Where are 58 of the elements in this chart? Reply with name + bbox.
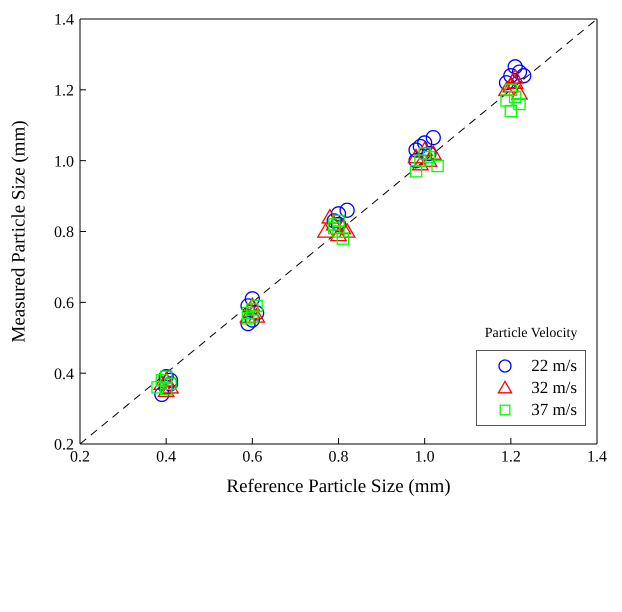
legend-label: 32 m/s	[531, 377, 577, 399]
point	[431, 160, 444, 172]
x-tick-label: 1.0	[414, 448, 435, 466]
point	[424, 145, 442, 160]
y-tick-label: 0.6	[54, 295, 74, 312]
point	[410, 165, 422, 178]
point	[338, 223, 356, 238]
y-tick-label: 0.8	[54, 224, 74, 242]
point	[248, 305, 264, 321]
x-tick-label: 0.2	[70, 448, 90, 466]
point	[240, 316, 256, 332]
point	[154, 375, 170, 390]
x-tick-label: 0.4	[156, 448, 176, 466]
point	[513, 98, 526, 110]
point	[506, 74, 524, 89]
point	[330, 206, 346, 222]
point	[244, 291, 260, 306]
legend-label: 37 m/s	[531, 399, 577, 421]
point	[512, 64, 528, 80]
point	[334, 220, 352, 234]
point	[408, 153, 424, 168]
point	[503, 68, 518, 84]
x-tick-label: 0.8	[328, 448, 348, 466]
point	[502, 78, 520, 93]
y-tick-label: 1.0	[54, 153, 74, 170]
x-tick-label: 1.2	[500, 448, 521, 466]
point	[500, 94, 513, 107]
x-tick-label: 1.4	[587, 448, 607, 466]
point	[506, 69, 524, 84]
point	[420, 152, 438, 167]
point	[412, 156, 429, 170]
x-tick-label: 0.6	[242, 448, 262, 466]
point	[507, 59, 523, 74]
y-tick-label: 1.2	[54, 82, 74, 100]
point	[408, 142, 424, 158]
point	[416, 142, 434, 156]
point	[516, 68, 532, 84]
point	[339, 202, 355, 218]
legend-title: Particle Velocity	[484, 326, 578, 342]
point	[412, 138, 428, 154]
y-tick-label: 1.4	[54, 12, 74, 29]
point	[511, 85, 528, 100]
legend-label: 22 m/s	[531, 355, 577, 377]
point	[504, 104, 518, 118]
point	[322, 208, 338, 224]
point	[154, 386, 170, 402]
point	[317, 223, 334, 238]
point	[498, 75, 514, 90]
y-axis-title: Measured Particle Size (mm)	[8, 120, 30, 343]
point	[330, 226, 347, 242]
y-tick-label: 0.4	[54, 366, 74, 383]
point	[408, 148, 424, 164]
point	[421, 146, 437, 162]
x-axis-title: Reference Particle Size (mm)	[226, 476, 451, 497]
point	[244, 312, 260, 328]
point	[498, 81, 515, 96]
point	[426, 130, 441, 146]
point	[417, 135, 432, 151]
